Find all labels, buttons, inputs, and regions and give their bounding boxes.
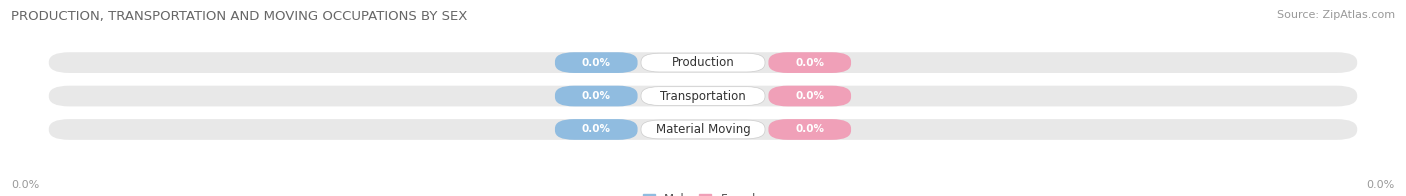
FancyBboxPatch shape [49, 52, 1357, 73]
Text: 0.0%: 0.0% [582, 58, 610, 68]
Text: 0.0%: 0.0% [582, 91, 610, 101]
FancyBboxPatch shape [641, 53, 765, 72]
FancyBboxPatch shape [49, 86, 1357, 106]
Text: PRODUCTION, TRANSPORTATION AND MOVING OCCUPATIONS BY SEX: PRODUCTION, TRANSPORTATION AND MOVING OC… [11, 10, 468, 23]
Text: 0.0%: 0.0% [11, 180, 39, 190]
FancyBboxPatch shape [769, 52, 851, 73]
FancyBboxPatch shape [555, 119, 637, 140]
FancyBboxPatch shape [641, 120, 765, 139]
Text: Material Moving: Material Moving [655, 123, 751, 136]
FancyBboxPatch shape [49, 119, 1357, 140]
Text: 0.0%: 0.0% [796, 124, 824, 134]
FancyBboxPatch shape [641, 87, 765, 105]
Text: Transportation: Transportation [661, 90, 745, 103]
Text: Production: Production [672, 56, 734, 69]
FancyBboxPatch shape [555, 86, 637, 106]
Text: 0.0%: 0.0% [1367, 180, 1395, 190]
Text: Source: ZipAtlas.com: Source: ZipAtlas.com [1277, 10, 1395, 20]
Text: 0.0%: 0.0% [582, 124, 610, 134]
FancyBboxPatch shape [555, 52, 637, 73]
FancyBboxPatch shape [769, 86, 851, 106]
Text: 0.0%: 0.0% [796, 91, 824, 101]
Text: 0.0%: 0.0% [796, 58, 824, 68]
Legend: Male, Female: Male, Female [643, 193, 763, 196]
FancyBboxPatch shape [769, 119, 851, 140]
